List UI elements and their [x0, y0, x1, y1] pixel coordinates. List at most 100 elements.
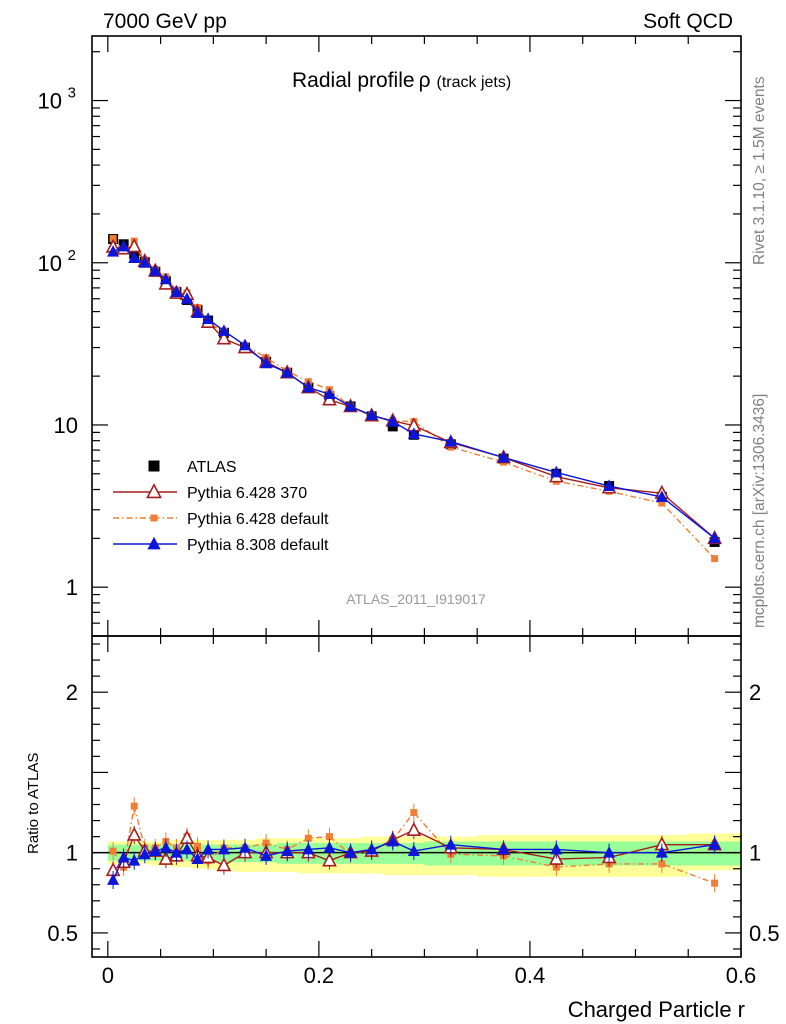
ratio-series-pythia-8-308-default [107, 832, 721, 889]
main-point-pythia-8-308-default [180, 292, 194, 304]
ratio-point-pythia-8-308-default [117, 850, 130, 863]
legend-marker [146, 483, 162, 499]
main-point-pythia-8-308-default [149, 264, 162, 276]
ratio-y-tick-label-right: 0.5 [749, 921, 780, 946]
y-tick-label: 1 [66, 575, 78, 600]
plot-title-symbol: ρ [419, 69, 431, 92]
ratio-point-pythia-8-308-default [191, 852, 204, 865]
main-point-pythia-8-308-default [281, 366, 294, 378]
main-point-pythia-8-308-default [497, 450, 510, 463]
main-point-pythia-6-428-370 [126, 238, 142, 253]
main-point-pythia-8-308-default [344, 399, 357, 412]
analysis-id: ATLAS_2011_I919017 [346, 591, 486, 607]
ratio-point-pythia-6-428-default [325, 833, 333, 841]
ratio-y-tick-label-left: 1 [66, 841, 78, 866]
ratio-point-pythia-6-428-370 [158, 850, 174, 865]
ratio-series-layer [105, 797, 722, 893]
legend-entry-atlas: ATLAS [148, 459, 237, 476]
ratio-point-pythia-8-308-default [407, 844, 420, 857]
main-point-pythia-8-308-default [138, 256, 151, 268]
y-tick-base: 10 [38, 251, 62, 276]
ratio-y-tick-label-left: 2 [66, 680, 78, 705]
ratio-point-pythia-6-428-default [304, 834, 312, 842]
ratio-panel-frame [91, 635, 742, 958]
ratio-point-pythia-8-308-default [180, 842, 194, 855]
ratio-y-tick-label-right: 1 [749, 841, 761, 866]
ratio-point-pythia-8-308-default [386, 834, 399, 847]
ratio-point-pythia-8-308-default [159, 841, 172, 853]
main-point-pythia-8-308-default [159, 272, 172, 285]
ratio-point-pythia-6-428-370 [406, 821, 422, 836]
main-point-pythia-8-308-default [117, 239, 130, 252]
main-series-pythia-8-308-default [107, 239, 721, 544]
ratio-y-tick-label-left: 0.5 [47, 921, 78, 946]
ratio-point-pythia-6-428-default [410, 809, 418, 817]
main-point-pythia-8-308-default [128, 251, 141, 263]
ratio-point-pythia-6-428-default [658, 860, 666, 868]
ratio-point-pythia-8-308-default [238, 841, 252, 853]
legend-label: Pythia 8.308 default [187, 537, 329, 554]
y-tick-label: 10 [38, 251, 62, 276]
ratio-point-pythia-6-428-370 [216, 857, 232, 872]
ratio-point-pythia-6-428-default [194, 842, 202, 850]
legend-entry-pythia-8-308-default: Pythia 8.308 default [113, 536, 329, 554]
x-tick-label: 0.6 [726, 963, 757, 988]
main-point-pythia-8-308-default [655, 490, 668, 502]
ratio-point-pythia-8-308-default [302, 842, 315, 855]
main-point-pythia-8-308-default [302, 380, 315, 393]
ratio-point-pythia-8-308-default [138, 847, 151, 860]
ratio-point-pythia-8-308-default [107, 873, 120, 885]
y-tick-base: 10 [38, 89, 62, 114]
ratio-point-pythia-8-308-default [149, 844, 162, 857]
main-point-pythia-6-428-370 [216, 330, 232, 345]
ratio-point-pythia-6-428-370 [126, 826, 142, 841]
x-tick-label: 0.2 [304, 963, 335, 988]
legend-marker [148, 460, 160, 472]
ratio-point-pythia-8-308-default [344, 846, 357, 858]
ratio-y-tick-label-right: 2 [749, 680, 761, 705]
main-point-pythia-8-308-default [603, 479, 616, 492]
main-point-pythia-8-308-default [191, 306, 204, 318]
ratio-point-pythia-8-308-default [281, 844, 294, 857]
y-tick-label: 10 [38, 89, 62, 114]
x-tick-label: 0.4 [515, 963, 546, 988]
ratio-point-pythia-8-308-default [128, 854, 141, 866]
main-point-pythia-8-308-default [107, 245, 120, 257]
ratio-point-pythia-6-428-default [262, 839, 270, 847]
main-point-pythia-8-308-default [170, 285, 183, 297]
ratio-point-pythia-6-428-default [109, 847, 117, 855]
main-point-pythia-8-308-default [260, 356, 273, 369]
legend-label: ATLAS [187, 459, 237, 476]
ratio-point-pythia-8-308-default [708, 838, 721, 850]
ratio-point-pythia-8-308-default [603, 846, 616, 858]
ratio-point-pythia-6-428-default [130, 802, 138, 810]
legend: ATLAS Pythia 6.428 370 Pythia 6.428 defaul… [113, 459, 329, 554]
y-tick-exponent: 2 [68, 247, 76, 264]
plot-title-suffix: (track jets) [437, 74, 512, 91]
y-tick-label: 10 [54, 413, 78, 438]
side-rivet-text: Rivet 3.1.10, ≥ 1.5M events [751, 76, 768, 265]
main-point-pythia-8-308-default [444, 434, 457, 447]
main-point-pythia-8-308-default [708, 531, 721, 544]
main-point-pythia-6-428-default [658, 499, 666, 507]
ratio-point-pythia-8-308-default [497, 842, 510, 855]
main-point-pythia-8-308-default [323, 387, 336, 400]
ratio-point-pythia-8-308-default [365, 842, 378, 855]
main-point-pythia-8-308-default [238, 338, 252, 351]
ratio-point-pythia-8-308-default [550, 842, 563, 855]
ratio-point-pythia-6-428-370 [322, 852, 337, 867]
ratio-y-label: Ratio to ATLAS [25, 753, 42, 854]
main-point-pythia-8-308-default [217, 324, 230, 336]
y-tick-exponent: 3 [68, 85, 76, 102]
ratio-point-pythia-8-308-default [217, 842, 230, 855]
x-axis-label: Charged Particle r [568, 997, 745, 1022]
main-point-pythia-8-308-default [407, 427, 420, 439]
main-point-pythia-6-428-default [711, 555, 719, 563]
side-mcplots-text: mcplots.cern.ch [arXiv:1306.3436] [751, 394, 768, 628]
main-point-pythia-6-428-default [109, 235, 117, 243]
ratio-point-pythia-8-308-default [260, 849, 273, 861]
ratio-point-pythia-6-428-default [711, 879, 719, 887]
main-series-layer [105, 234, 722, 563]
